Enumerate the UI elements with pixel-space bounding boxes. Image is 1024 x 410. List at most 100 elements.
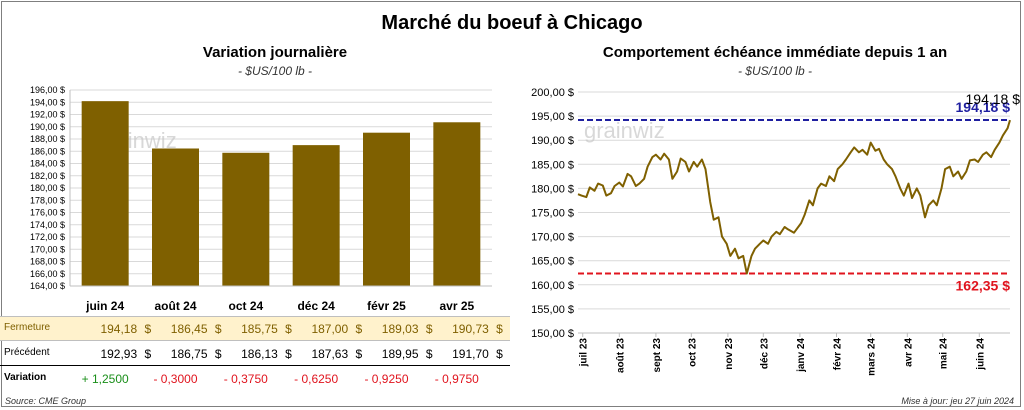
bar-y-tick: 170,00 $ <box>30 244 65 254</box>
change-cell: - 0,3000 <box>153 372 198 386</box>
line-y-tick: 160,00 $ <box>531 280 574 292</box>
change-row-label: Variation <box>4 372 47 383</box>
line-y-tick: 150,00 $ <box>531 328 574 340</box>
line-chart: 150,00 $ 155,00 $ 160,00 $ 165,00 $ 170,00 $… <box>531 87 1021 376</box>
line-x-tick: mai 24 <box>939 338 950 370</box>
prev-row-label: Précédent <box>4 347 50 358</box>
close-cell: 186,45 <box>170 322 208 336</box>
currency-symbol: $ <box>496 347 503 361</box>
line-x-tick: juin 24 <box>975 338 986 371</box>
bar-chart: 164,00 $ 166,00 $ 168,00 $ 170,00 $ 172,00 $… <box>30 85 492 291</box>
line-y-tick: 200,00 $ <box>531 87 574 99</box>
prev-cell: 191,70 <box>452 347 489 361</box>
currency-symbol: $ <box>144 322 152 336</box>
currency-symbol: $ <box>355 347 363 361</box>
line-y-tick: 165,00 $ <box>531 256 574 268</box>
bar-y-tick: 192,00 $ <box>30 110 65 120</box>
line-x-tick: oct 23 <box>687 338 698 367</box>
bar-y-tick: 178,00 $ <box>30 195 65 205</box>
bar-category-label: oct 24 <box>228 299 264 313</box>
close-row <box>0 316 510 341</box>
line-x-tick: mars 24 <box>867 338 878 376</box>
bar <box>152 148 199 286</box>
line-y-tick: 185,00 $ <box>531 159 574 171</box>
change-cell: - 0,9750 <box>434 372 479 386</box>
close-cell: 189,03 <box>381 322 419 336</box>
line-y-tick: 180,00 $ <box>531 183 574 195</box>
update-note: Mise à jour: jeu 27 juin 2024 <box>901 396 1014 406</box>
prev-cell: 186,75 <box>170 347 208 361</box>
change-cell: - 0,9250 <box>364 372 409 386</box>
close-cell: 190,73 <box>452 322 489 336</box>
line-y-tick: 170,00 $ <box>531 232 574 244</box>
currency-symbol: $ <box>496 322 503 336</box>
prev-cell: 189,95 <box>381 347 419 361</box>
prev-cell: 187,63 <box>311 347 349 361</box>
close-cell: 194,18 <box>100 322 138 336</box>
line-x-tick: juil 23 <box>579 338 590 368</box>
currency-symbol: $ <box>285 347 292 361</box>
currency-symbol: $ <box>355 322 363 336</box>
line-x-tick: déc 23 <box>759 338 770 370</box>
table-divider <box>0 365 510 366</box>
reference-line-label: 194,18 $ <box>956 99 1011 115</box>
bar-y-tick: 188,00 $ <box>30 134 65 144</box>
close-row-label: Fermeture <box>4 322 51 333</box>
bar-y-tick: 172,00 $ <box>30 232 65 242</box>
currency-symbol: $ <box>214 322 222 336</box>
bar-y-tick: 182,00 $ <box>30 171 65 181</box>
change-cell: + 1,2500 <box>81 372 129 386</box>
bar-y-tick: 190,00 $ <box>30 122 65 132</box>
currency-symbol: $ <box>425 322 433 336</box>
line-x-tick: avr 24 <box>903 338 914 367</box>
line-x-tick: août 23 <box>615 338 626 373</box>
currency-symbol: $ <box>214 347 222 361</box>
close-cell: 185,75 <box>241 322 278 336</box>
line-y-tick: 190,00 $ <box>531 135 574 147</box>
main-title: Marché du boeuf à Chicago <box>381 12 643 34</box>
bar-y-tick: 184,00 $ <box>30 159 65 169</box>
bar-category-label: juin 24 <box>86 299 125 313</box>
price-series-line <box>577 119 1011 275</box>
bar-y-tick: 194,00 $ <box>30 97 65 107</box>
line-x-tick: févr 24 <box>832 338 843 371</box>
bar <box>222 152 270 286</box>
bar-y-tick: 174,00 $ <box>30 220 65 230</box>
bar-chart-unit: - $US/100 lb - <box>237 64 313 78</box>
currency-symbol: $ <box>285 322 292 336</box>
bar-y-tick: 164,00 $ <box>30 281 65 291</box>
bar-category-label: août 24 <box>154 299 197 313</box>
bar <box>363 132 410 286</box>
bar-y-tick: 186,00 $ <box>30 146 65 156</box>
currency-symbol: $ <box>425 347 433 361</box>
last-value-label: 194,18 $ <box>966 91 1021 107</box>
bar <box>292 145 340 286</box>
line-x-tick: sept 23 <box>652 338 663 373</box>
bar-y-tick: 168,00 $ <box>30 257 65 267</box>
bar-category-label: déc 24 <box>297 299 335 313</box>
bar-y-tick: 196,00 $ <box>30 85 65 95</box>
prev-cell: 186,13 <box>241 347 278 361</box>
change-cell: - 0,6250 <box>294 372 339 386</box>
line-chart-unit: - $US/100 lb - <box>737 64 813 78</box>
line-x-tick: janv 24 <box>796 338 807 373</box>
bar-y-tick: 176,00 $ <box>30 208 65 218</box>
bar-chart-title: Variation journalière <box>202 44 348 61</box>
prev-cell: 192,93 <box>100 347 138 361</box>
bar <box>81 101 129 287</box>
bar-category-label: févr 25 <box>367 299 406 313</box>
watermark: grainwiz <box>584 118 665 143</box>
line-y-tick: 155,00 $ <box>531 304 574 316</box>
reference-line-label: 162,35 $ <box>956 277 1011 293</box>
change-cell: - 0,3750 <box>223 372 268 386</box>
source-note: Source: CME Group <box>5 396 87 406</box>
bar-y-tick: 166,00 $ <box>30 269 65 279</box>
line-chart-title: Comportement échéance immédiate depuis 1… <box>602 44 948 61</box>
bar-category-label: avr 25 <box>439 299 475 313</box>
bar <box>433 122 481 286</box>
line-y-tick: 195,00 $ <box>531 111 574 123</box>
line-x-tick: nov 23 <box>724 338 735 370</box>
currency-symbol: $ <box>144 347 152 361</box>
close-cell: 187,00 <box>311 322 349 336</box>
